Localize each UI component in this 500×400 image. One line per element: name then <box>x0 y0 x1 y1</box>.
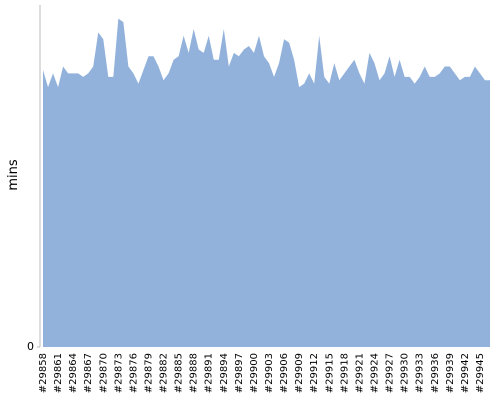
x-tick-label: #29858 <box>38 353 49 393</box>
x-tick-label: #29885 <box>174 353 185 393</box>
y-tick-label: 0 <box>27 340 34 353</box>
x-tick-label: #29942 <box>460 353 471 393</box>
x-tick-label: #29933 <box>415 353 426 393</box>
x-tick-label: #29882 <box>159 353 170 393</box>
x-tick-label: #29909 <box>294 353 305 393</box>
x-tick-label: #29924 <box>369 353 380 393</box>
x-tick-label: #29894 <box>219 353 230 393</box>
x-tick-label: #29876 <box>128 353 139 393</box>
x-tick-label: #29927 <box>385 353 396 393</box>
y-axis-label: mins <box>6 159 21 191</box>
x-tick-label: #29930 <box>400 353 411 393</box>
area <box>43 18 490 348</box>
x-tick-label: #29945 <box>475 353 486 393</box>
x-tick-label: #29906 <box>279 353 290 393</box>
x-tick-label: #29873 <box>113 353 124 393</box>
x-tick-label: #29900 <box>249 353 260 393</box>
x-tick-label: #29891 <box>204 353 215 393</box>
x-tick-label: #29870 <box>98 353 109 393</box>
x-tick-label: #29861 <box>53 353 64 393</box>
x-tick-label: #29921 <box>354 353 365 393</box>
x-tick-label: #29918 <box>339 353 350 393</box>
x-tick-label: #29888 <box>189 353 200 393</box>
x-tick-label: #29879 <box>143 353 154 393</box>
x-tick-label: #29912 <box>309 353 320 393</box>
x-tick-label: #29936 <box>430 353 441 393</box>
x-tick-label: #29939 <box>445 353 456 393</box>
x-tick-label: #29864 <box>68 353 79 393</box>
x-tick-label: #29915 <box>324 353 335 393</box>
x-tick-label: #29867 <box>83 353 94 393</box>
x-tick-label: #29903 <box>264 353 275 393</box>
x-tick-label: #29897 <box>234 353 245 393</box>
